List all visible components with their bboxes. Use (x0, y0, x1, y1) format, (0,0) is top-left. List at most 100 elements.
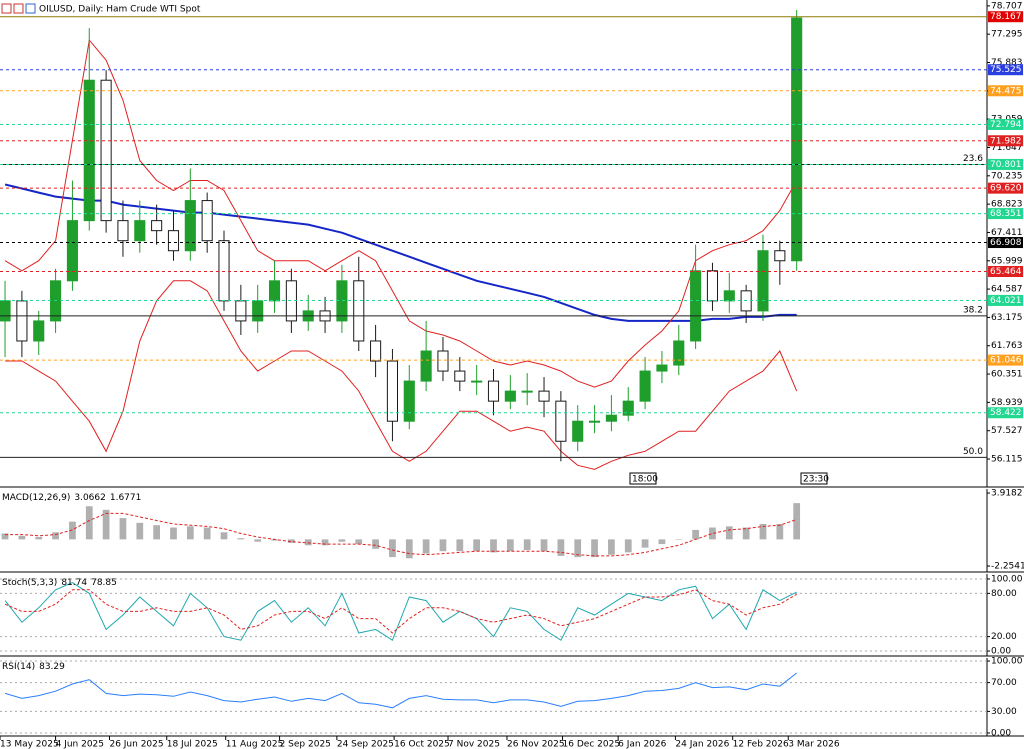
y-tick-label: 67.411 (991, 228, 1023, 238)
candle-body (538, 390, 550, 402)
macd-bar (35, 537, 43, 540)
price-tag-label: 71.982 (990, 136, 1022, 146)
macd-bar (1, 533, 9, 540)
price-tag (988, 85, 1023, 97)
y-tick-label: 65.999 (991, 256, 1023, 266)
macd-bar (338, 539, 346, 542)
indicator-name: Stoch(5,3,3) (2, 578, 57, 588)
y-tick-label: 0.00 (991, 647, 1011, 657)
x-tick-label: 16 Dec 2025 (563, 740, 621, 749)
price-tag (988, 237, 1023, 249)
indicator-name: MACD(12,26,9) (2, 493, 70, 503)
price-tag-label: 70.801 (990, 160, 1022, 170)
x-tick-label: 3 Mar 2026 (788, 740, 840, 749)
candle-body (706, 270, 719, 302)
candle-body (572, 420, 584, 442)
indicator-line (5, 512, 797, 557)
candle-body (656, 364, 668, 372)
y-tick-label: 100.00 (991, 657, 1023, 667)
price-tag (988, 294, 1023, 306)
candle-body (723, 290, 735, 302)
y-tick-label: -2.2541 (991, 562, 1024, 572)
macd-bar (725, 526, 733, 540)
candle-body (16, 300, 28, 342)
candle-body (134, 220, 146, 242)
macd-bar (237, 538, 245, 540)
x-tick-label: 6 Jan 2026 (618, 740, 666, 749)
x-tick-label: 4 Jun 2025 (56, 740, 104, 749)
indicator-line (4, 38, 798, 388)
macd-bar (254, 539, 262, 542)
indicator-value: 81.74 (61, 578, 87, 588)
indicator-line (4, 672, 798, 709)
indicator-value: 3.0662 (74, 493, 106, 503)
candle-body (605, 414, 617, 422)
y-tick-label: 30.00 (991, 707, 1017, 717)
y-tick-label: 3.9182 (991, 489, 1023, 499)
indicator-title: MACD(12,26,9) 3.0662 1.6771 (2, 493, 141, 503)
price-tag-label: 58.422 (990, 408, 1022, 418)
candle-body (639, 370, 651, 402)
macd-bar (506, 539, 514, 552)
macd-bar (186, 526, 194, 540)
macd-bar (523, 539, 531, 551)
y-tick-label: 75.883 (991, 58, 1023, 68)
indicator-value: 1.6771 (110, 493, 142, 503)
candle-body (386, 360, 398, 422)
indicator-name: RSI(14) (2, 662, 35, 672)
macd-bar (405, 539, 413, 559)
y-tick-label: 70.00 (991, 678, 1017, 688)
candle-body (184, 200, 196, 252)
y-tick-label: 60.351 (991, 370, 1023, 380)
indicator-value: 83.29 (39, 662, 65, 672)
candle-body (471, 380, 483, 383)
macd-bar (18, 535, 26, 540)
macd-bar (456, 539, 464, 552)
macd-bar (203, 527, 211, 540)
candle-body (487, 380, 500, 402)
price-tag (988, 118, 1023, 130)
macd-bar (102, 509, 110, 540)
macd-bar (136, 522, 144, 540)
icon (1, 3, 12, 14)
candle-body (673, 340, 685, 366)
macd-bar (709, 527, 716, 540)
macd-bar (52, 532, 59, 540)
macd-bar (608, 539, 615, 555)
candle-body (555, 400, 567, 442)
price-tag (988, 407, 1023, 419)
macd-bar (574, 539, 582, 558)
candle-body (167, 230, 180, 252)
candle-body (420, 350, 432, 382)
macd-bar (304, 539, 312, 546)
macd-bar (69, 521, 76, 540)
time-marker-label: 18:00 (632, 475, 658, 485)
indicator-line (4, 183, 797, 322)
macd-bar (170, 527, 177, 540)
icon (13, 3, 24, 14)
y-tick-label: 64.587 (991, 285, 1023, 295)
x-tick-label: 2 Sep 2025 (280, 740, 331, 749)
candle-body (235, 300, 247, 322)
macd-bar (540, 539, 548, 552)
x-tick-label: 13 May 2025 (0, 740, 59, 749)
fib-label: 23.6 (963, 154, 983, 164)
y-tick-label: 57.527 (991, 426, 1023, 436)
y-tick-label: 63.175 (991, 313, 1023, 323)
candle-body (791, 17, 803, 262)
price-tag-label: 72.794 (990, 120, 1022, 130)
candle-body (100, 79, 112, 222)
y-tick-label: 56.115 (991, 455, 1023, 465)
macd-bar (85, 506, 93, 540)
time-marker (629, 472, 657, 485)
x-tick-label: 26 Nov 2025 (507, 740, 565, 749)
price-tag (988, 158, 1023, 170)
macd-bar (793, 503, 801, 540)
price-tag-label: 65.464 (990, 267, 1022, 277)
y-tick-label: 20.00 (991, 632, 1017, 642)
macd-bar (439, 539, 447, 552)
candle-body (622, 400, 634, 416)
price-tag (988, 64, 1023, 76)
candle-body (83, 79, 95, 222)
